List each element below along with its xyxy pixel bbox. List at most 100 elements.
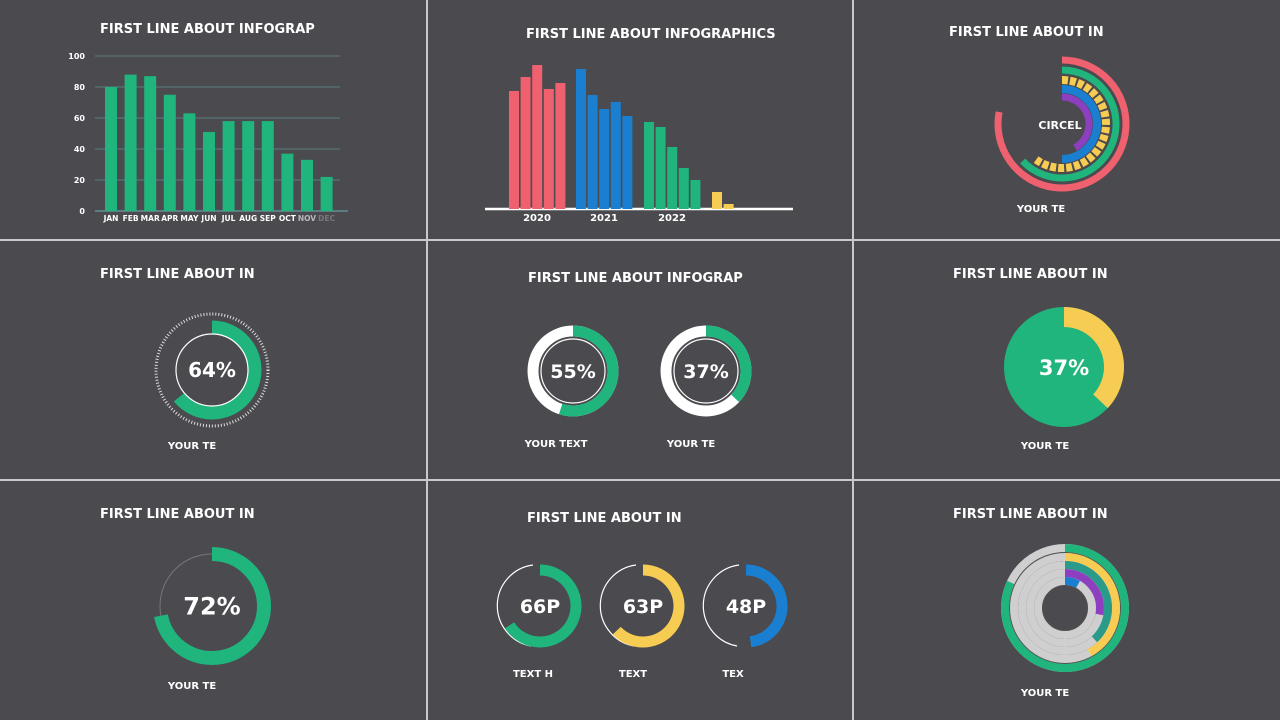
y-tick-label: 60 <box>74 114 86 123</box>
bar <box>690 180 701 209</box>
donut-value-label: 55% <box>550 361 595 383</box>
title-4: FIRST LINE ABOUT IN <box>100 267 255 282</box>
title-7: FIRST LINE ABOUT IN <box>100 507 255 522</box>
x-tick-label: APR <box>161 214 178 223</box>
bar-jul <box>222 121 235 211</box>
caption: YOUR TE <box>167 441 217 452</box>
bar <box>712 192 722 209</box>
y-tick-label: 0 <box>79 207 85 216</box>
donut-arc <box>154 547 271 665</box>
x-tick-label: 2020 <box>523 213 551 224</box>
circel-label: CIRCEL <box>1038 119 1081 132</box>
bar-nov <box>301 159 313 211</box>
x-tick-label: MAR <box>141 214 160 223</box>
bar <box>509 91 519 209</box>
x-tick-label: DEC <box>318 214 335 223</box>
pie-value-label: 37% <box>1039 356 1089 380</box>
hatched-ring <box>154 312 270 428</box>
bar <box>587 95 598 209</box>
y-tick-label: 100 <box>68 52 85 61</box>
donut-arc <box>612 564 685 648</box>
donut-value-label: 63P <box>623 596 663 618</box>
title-2: FIRST LINE ABOUT INFOGRAPHICS <box>526 27 776 42</box>
caption: TEXT H <box>513 669 553 680</box>
x-tick-label: JUN <box>200 214 216 223</box>
ring-purple <box>1064 569 1104 616</box>
caption: TEX <box>722 669 744 680</box>
y-tick-label: 80 <box>74 83 86 92</box>
bar-apr <box>163 94 176 211</box>
bar <box>520 77 531 209</box>
y-tick-label: 40 <box>74 145 86 154</box>
x-tick-label: 2022 <box>658 213 686 224</box>
donut-value-label: 72% <box>183 593 240 621</box>
ring-separator <box>1042 585 1088 631</box>
donut-thin-arc <box>496 564 534 647</box>
ring-purple <box>1061 93 1093 151</box>
caption: YOUR TE <box>666 439 716 450</box>
ring-blue <box>1061 85 1101 163</box>
bar <box>599 109 610 209</box>
bar <box>655 127 666 209</box>
bar-sep <box>261 121 274 211</box>
x-tick-label: JAN <box>103 214 119 223</box>
ring-red <box>994 56 1130 192</box>
ring-teal <box>1064 561 1112 643</box>
y-tick-label: 20 <box>74 176 86 185</box>
x-tick-label: 2021 <box>590 213 618 224</box>
bar <box>723 204 734 209</box>
title-6: FIRST LINE ABOUT IN <box>953 267 1108 282</box>
bar <box>622 116 633 209</box>
donut-thin-arc <box>599 564 637 647</box>
bar-jan <box>105 87 117 211</box>
x-tick-label: MAY <box>180 214 199 223</box>
bar-jun <box>203 131 215 211</box>
bar-mar <box>144 76 157 212</box>
donut-value-label: 64% <box>188 358 236 382</box>
x-tick-label: NOV <box>298 214 316 223</box>
x-tick-label: OCT <box>279 214 297 223</box>
ring-green <box>1001 544 1129 672</box>
donut-inner-ring <box>673 338 739 404</box>
caption-9: YOUR TE <box>1020 688 1070 699</box>
donut-value-label: 66P <box>520 596 560 618</box>
donut-inner-ring <box>540 338 606 404</box>
bar-feb <box>124 74 137 211</box>
title-1: FIRST LINE ABOUT INFOGRAP <box>100 22 315 37</box>
donut-arc <box>558 325 619 417</box>
bar <box>555 83 566 209</box>
title-8: FIRST LINE ABOUT IN <box>527 511 682 526</box>
bar-dec <box>320 176 333 211</box>
caption: YOUR TEXT <box>524 439 588 450</box>
x-tick-label: FEB <box>123 214 139 223</box>
pie-center <box>1024 327 1104 407</box>
ring-blue <box>1064 577 1080 588</box>
bar <box>532 65 543 209</box>
bar-may <box>183 113 196 211</box>
x-tick-label: JUL <box>221 214 236 223</box>
donut-arc <box>705 325 752 403</box>
ring-separator <box>1009 552 1121 664</box>
title-5: FIRST LINE ABOUT INFOGRAP <box>528 271 743 286</box>
bar <box>678 168 689 209</box>
title-9: FIRST LINE ABOUT IN <box>953 507 1108 522</box>
donut-value-label: 48P <box>726 596 766 618</box>
donut-arc <box>504 564 582 648</box>
x-tick-label: AUG <box>239 214 257 223</box>
bar-aug <box>242 121 255 211</box>
ring-yellow <box>1064 553 1120 657</box>
caption: TEXT <box>619 669 647 680</box>
caption: YOUR TE <box>1020 441 1070 452</box>
caption: YOUR TE <box>167 681 217 692</box>
title-3: FIRST LINE ABOUT IN <box>949 25 1104 40</box>
bar <box>543 89 554 209</box>
bar <box>667 147 678 209</box>
donut-thin-arc <box>702 564 740 647</box>
bar <box>610 102 621 209</box>
donut-arc <box>173 320 262 420</box>
caption-3: YOUR TE <box>1016 204 1066 215</box>
bar <box>644 122 654 209</box>
bar <box>576 69 586 209</box>
